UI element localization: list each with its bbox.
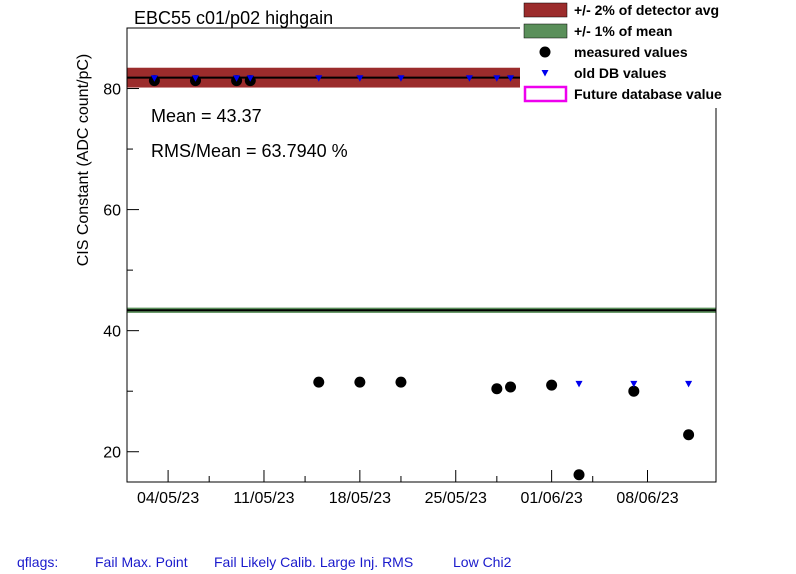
x-tick-label: 08/06/23 — [616, 490, 678, 507]
legend-marker — [539, 46, 551, 58]
measured-value-point — [573, 469, 585, 481]
qflags-label: qflags: — [17, 554, 59, 570]
y-tick-label: 60 — [103, 203, 121, 220]
rms-stat: RMS/Mean = 63.7940 % — [151, 141, 348, 161]
old-db-value-point — [191, 75, 199, 82]
measured-value-point — [683, 429, 695, 441]
old-db-value-point — [465, 75, 473, 82]
old-db-value-point — [356, 75, 364, 82]
legend-label: +/- 2% of detector avg — [574, 2, 719, 18]
x-tick-label: 18/05/23 — [329, 490, 391, 507]
chart-title: EBC55 c01/p02 highgain — [134, 8, 333, 28]
old-db-value-point — [315, 75, 323, 82]
legend-swatch — [523, 85, 568, 103]
y-axis-label: CIS Constant (ADC count/pC) — [75, 54, 92, 267]
data-points — [148, 75, 695, 481]
old-db-value-point — [233, 75, 241, 82]
legend-marker — [541, 70, 549, 77]
legend-swatch — [523, 23, 568, 39]
legend: +/- 2% of detector avg +/- 1% of mean meas… — [520, 0, 722, 108]
axis-ticks: 20 40 60 80 04/05/23 11/05/23 18/05/23 25/05/23… — [103, 82, 679, 507]
old-db-value-point — [575, 380, 583, 388]
legend-background — [520, 0, 720, 108]
legend-label: old DB values — [574, 65, 667, 81]
old-db-value-point — [685, 380, 693, 388]
old-db-value-point — [397, 75, 405, 82]
qflag-low-chi2: Low Chi2 — [453, 554, 512, 570]
legend-swatch — [523, 2, 568, 18]
measured-value-point — [395, 376, 407, 388]
old-db-value-point — [630, 380, 638, 388]
x-tick-label: 25/05/23 — [425, 490, 487, 507]
measured-value-point — [628, 385, 640, 397]
legend-label: +/- 1% of mean — [574, 23, 672, 39]
qflag-fail-max-point: Fail Max. Point — [95, 554, 188, 570]
old-db-value-point — [507, 75, 515, 82]
measured-value-point — [505, 381, 517, 393]
measured-value-point — [491, 383, 503, 395]
plot-frame — [126, 27, 717, 483]
measured-value-point — [546, 379, 558, 391]
old-db-value-point — [493, 75, 501, 82]
y-tick-label: 40 — [103, 324, 121, 341]
old-db-value-point — [150, 75, 158, 82]
old-db-value-point — [246, 75, 254, 82]
legend-label: Future database value — [574, 86, 722, 102]
measured-value-point — [354, 376, 366, 388]
legend-label: measured values — [574, 44, 688, 60]
x-tick-label: 11/05/23 — [233, 490, 294, 507]
measured-value-point — [313, 376, 325, 388]
x-tick-label: 01/06/23 — [520, 490, 582, 507]
y-tick-label: 80 — [103, 82, 121, 99]
y-tick-label: 20 — [103, 445, 121, 462]
x-tick-label: 04/05/23 — [137, 490, 199, 507]
mean-stat: Mean = 43.37 — [151, 106, 262, 126]
qflag-fail-likely-calib: Fail Likely Calib. Large Inj. RMS — [214, 554, 414, 570]
